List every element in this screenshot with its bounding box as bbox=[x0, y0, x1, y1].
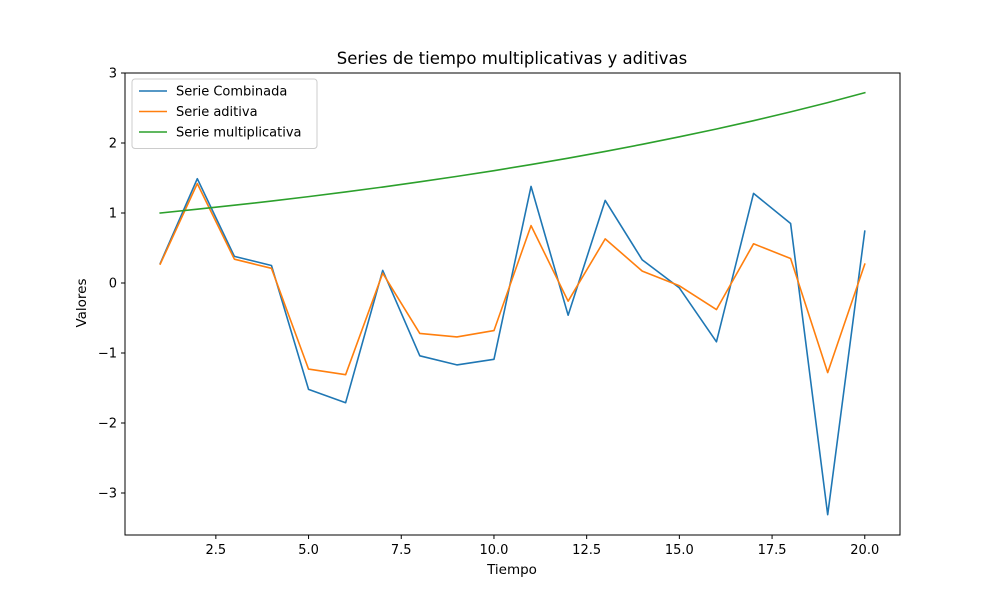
y-tick-label: 1 bbox=[109, 207, 117, 222]
y-axis-label: Valores bbox=[74, 278, 90, 327]
legend-label-2: Serie aditiva bbox=[176, 105, 258, 120]
x-axis-label: Tiempo bbox=[486, 562, 537, 578]
legend-box bbox=[131, 78, 318, 149]
x-tick-label: 2.5 bbox=[206, 543, 227, 558]
series-line-2 bbox=[159, 182, 866, 376]
x-tick-label: 10.0 bbox=[479, 543, 508, 558]
x-tick-label: 5.0 bbox=[298, 543, 319, 558]
x-tick-label: 15.0 bbox=[665, 543, 694, 558]
x-axis-ticks: 2.5 5.0 7.5 10.0 12.5 15.0 17.5 20.0 bbox=[206, 535, 879, 558]
y-tick-label: 3 bbox=[109, 67, 117, 82]
axes-frame bbox=[124, 72, 901, 536]
y-tick-label: 0 bbox=[109, 277, 117, 292]
series-line-3 bbox=[159, 91, 866, 214]
y-tick-label: 2 bbox=[109, 137, 117, 152]
plot-area bbox=[124, 72, 901, 536]
x-tick-label: 7.5 bbox=[391, 543, 412, 558]
y-tick-label: −3 bbox=[98, 487, 117, 502]
legend: Serie Combinada Serie aditiva Serie multip… bbox=[131, 78, 318, 149]
y-tick-label: −2 bbox=[98, 417, 117, 432]
chart-title: Series de tiempo multiplicativas y aditi… bbox=[337, 49, 687, 68]
legend-label-1: Serie Combinada bbox=[176, 85, 287, 100]
x-tick-label: 20.0 bbox=[850, 543, 879, 558]
x-tick-label: 12.5 bbox=[572, 543, 601, 558]
y-tick-label: −1 bbox=[98, 347, 117, 362]
legend-label-3: Serie multiplicativa bbox=[176, 126, 302, 141]
x-tick-label: 17.5 bbox=[758, 543, 787, 558]
y-axis-ticks: −3 −2 −1 0 1 2 3 bbox=[98, 67, 125, 502]
